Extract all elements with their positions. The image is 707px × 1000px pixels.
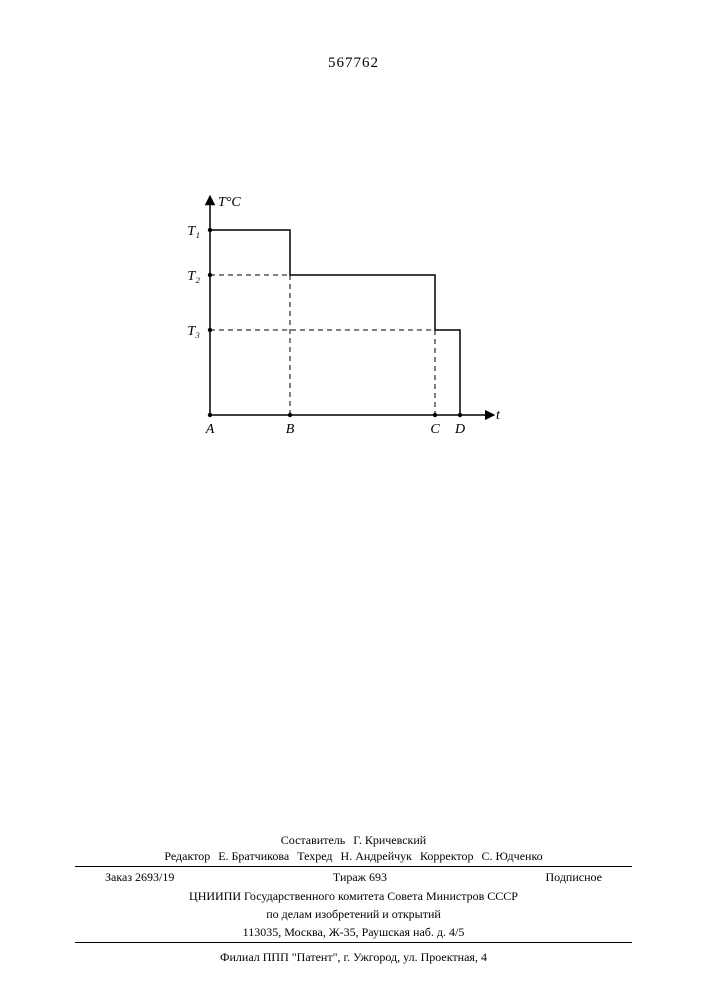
temperature-time-chart: T°C t T₁ T₂ T₃ A B CD — [160, 190, 520, 470]
circulation: Тираж 693 — [333, 869, 387, 885]
svg-text:T₁: T₁ — [187, 224, 200, 239]
svg-text:B: B — [286, 422, 295, 437]
svg-text:T₃: T₃ — [187, 324, 200, 339]
corrector-label: Корректор — [420, 848, 474, 864]
corrector-name: С. Юдченко — [482, 848, 543, 864]
divider-1 — [75, 866, 632, 867]
branch-address: Филиал ППП "Патент", г. Ужгород, ул. Про… — [75, 949, 632, 965]
tech-label: Техред — [297, 848, 332, 864]
svg-text:D: D — [454, 422, 465, 437]
editor-label: Редактор — [164, 848, 210, 864]
divider-2 — [75, 942, 632, 943]
compiler-name: Г. Кричевский — [353, 832, 426, 848]
subscription: Подписное — [546, 869, 603, 885]
svg-text:C: C — [430, 422, 440, 437]
compiler-label: Составитель — [281, 832, 345, 848]
tech-name: Н. Андрейчук — [341, 848, 412, 864]
svg-text:T₂: T₂ — [187, 269, 200, 284]
svg-text:A: A — [205, 422, 215, 437]
compiler-row: Составитель Г. Кричевский — [75, 832, 632, 848]
svg-text:T°C: T°C — [218, 195, 241, 210]
imprint-footer: Составитель Г. Кричевский Редактор Е. Бр… — [75, 832, 632, 965]
editor-name: Е. Братчикова — [218, 848, 289, 864]
organization-line1: ЦНИИПИ Государственного комитета Совета … — [75, 888, 632, 904]
order-row: Заказ 2693/19 Тираж 693 Подписное — [75, 869, 632, 885]
credits-row: Редактор Е. Братчикова Техред Н. Андрейч… — [75, 848, 632, 864]
svg-text:t: t — [496, 408, 501, 423]
organization-line2: по делам изобретений и открытий — [75, 906, 632, 922]
order-number: Заказ 2693/19 — [105, 869, 174, 885]
address: 113035, Москва, Ж-35, Раушская наб. д. 4… — [75, 924, 632, 940]
document-number: 567762 — [0, 55, 707, 72]
